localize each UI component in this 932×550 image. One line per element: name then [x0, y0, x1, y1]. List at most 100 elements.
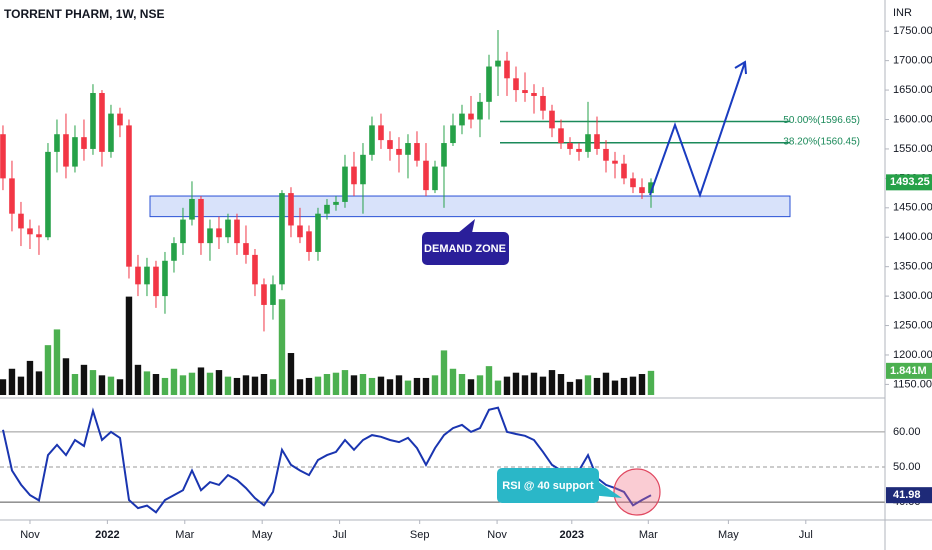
volume-bar [80, 364, 88, 395]
y-tick-label: 1300.00 [893, 290, 932, 302]
candle-body [441, 143, 447, 167]
candle-body [234, 219, 240, 244]
volume-bar [584, 375, 592, 395]
candle-body [495, 60, 501, 67]
volume-bar [323, 374, 331, 395]
volume-bar [269, 379, 277, 395]
candle-body [288, 193, 294, 226]
x-tick-label: May [252, 529, 273, 541]
volume-bar [179, 375, 187, 395]
candle-body [81, 137, 87, 149]
volume-bar [368, 377, 376, 395]
last-volume-box [886, 362, 932, 379]
volume-bar [134, 364, 142, 395]
y-tick-label: 1750.00 [893, 25, 932, 37]
volume-bar [602, 372, 610, 395]
volume-bar [0, 379, 7, 395]
candle-body [342, 166, 348, 202]
candle-body [270, 284, 276, 305]
candle-body [108, 113, 114, 152]
volume-bar [350, 375, 358, 395]
volume-bar [458, 374, 466, 395]
volume-bar [197, 367, 205, 395]
y-tick-label: 1600.00 [893, 113, 932, 125]
volume-bar [647, 370, 655, 395]
candle-body [612, 160, 618, 164]
last-volume-label: 1.841M [890, 365, 927, 377]
volume-bar [17, 376, 25, 395]
volume-bar [341, 370, 349, 395]
candle-body [603, 148, 609, 161]
candle-body [423, 160, 429, 191]
volume-bar [377, 376, 385, 395]
candle-body [558, 128, 564, 144]
volume-bar [476, 375, 484, 395]
candle-body [378, 125, 384, 141]
volume-bar [467, 379, 475, 395]
candle-body [18, 213, 24, 229]
volume-bar [440, 350, 448, 395]
volume-bar [116, 379, 124, 395]
candle-body [477, 101, 483, 120]
rsi-tick-label: 50.00 [893, 461, 921, 473]
volume-bar [548, 370, 556, 395]
candle-body [162, 260, 168, 297]
volume-bars [0, 296, 655, 395]
candle-body [9, 178, 15, 214]
y-tick-label: 1250.00 [893, 319, 932, 331]
volume-bar [206, 372, 214, 395]
candle-body [90, 93, 96, 149]
candle-body [99, 93, 105, 152]
candle-body [153, 266, 159, 297]
candle-body [459, 113, 465, 126]
volume-bar [8, 368, 16, 395]
candle-body [648, 182, 654, 194]
candle-body [540, 95, 546, 111]
volume-bar [530, 372, 538, 395]
fib-label: 50.00%(1596.65) [783, 115, 860, 126]
candle-body [513, 78, 519, 91]
volume-bar [53, 329, 61, 395]
rsi-line [2, 406, 652, 514]
volume-bar [152, 374, 160, 395]
volume-bar [215, 370, 223, 395]
volume-bar [287, 353, 295, 395]
volume-bar [242, 375, 250, 395]
last-price-box [886, 174, 932, 191]
projection-path [649, 61, 746, 199]
volume-bar [620, 377, 628, 395]
candle-body [621, 163, 627, 179]
y-tick-label: 1550.00 [893, 143, 932, 155]
fib-label: 38.20%(1560.45) [783, 136, 860, 147]
volume-bar [485, 366, 493, 395]
candle-body [36, 234, 42, 238]
candle-body [252, 254, 258, 285]
rsi-note: RSI @ 40 support [502, 480, 594, 492]
volume-bar [170, 368, 178, 395]
volume-bar [44, 345, 52, 395]
volume-bar [557, 374, 565, 395]
candle-body [549, 110, 555, 129]
last-price-label: 1493.25 [890, 176, 930, 188]
layers: 50.00%(1596.65) 38.20%(1560.45) DEMAND ZON… [0, 25, 932, 541]
volume-bar [413, 377, 421, 395]
volume-bar [575, 379, 583, 395]
volume-bar [89, 370, 97, 395]
candle-body [396, 148, 402, 155]
candle-body [486, 66, 492, 102]
y-tick-label: 1700.00 [893, 55, 932, 67]
volume-bar [260, 374, 268, 395]
x-tick-label: Jul [799, 529, 813, 541]
demand-zone [149, 195, 791, 218]
volume-bar [494, 380, 502, 395]
candle-body [306, 231, 312, 252]
volume-bar [107, 376, 115, 395]
demand-label: DEMAND ZONE [424, 243, 506, 255]
candle-body [0, 134, 6, 179]
volume-bar [422, 377, 430, 395]
candle-body [432, 166, 438, 191]
candle-body [243, 243, 249, 255]
volume-bar [161, 377, 169, 395]
